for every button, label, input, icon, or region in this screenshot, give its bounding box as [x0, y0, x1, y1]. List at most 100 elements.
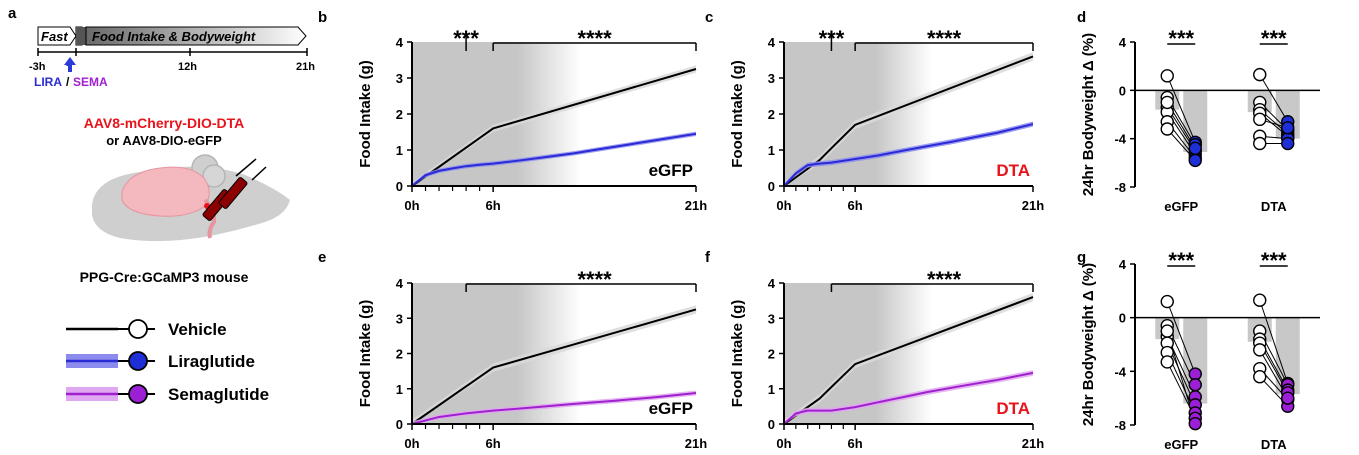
y-tick-label: 3 — [768, 311, 775, 326]
y-tick-label: 2 — [396, 347, 403, 362]
category-label: DTA — [1261, 437, 1287, 452]
virus-egfp-label: or AAV8-DIO-eGFP — [106, 133, 222, 148]
timeline-tick-end: 21h — [296, 61, 315, 73]
lira-label: LIRA — [34, 75, 62, 89]
legend: Vehicle Liraglutide Semaglutide — [66, 319, 269, 404]
y-tick-label: 2 — [768, 107, 775, 122]
point-vehicle — [1253, 112, 1267, 127]
y-axis-label: Food Intake (g) — [729, 300, 746, 408]
syringe-icon — [202, 158, 267, 221]
fast-label: Fast — [41, 29, 68, 44]
y-tick-label: -4 — [1114, 364, 1126, 379]
point-drug — [1281, 136, 1295, 151]
group-label: eGFP — [649, 399, 693, 418]
y-tick-label: 3 — [768, 71, 775, 86]
bodyweight-chart-d: *** eGFP *** DTA 4 0 -4 -8 24hr Bodyweight Δ (%) — [1080, 26, 1320, 214]
intake-label: Food Intake & Bodyweight — [92, 29, 256, 44]
x-tick-label: 0h — [776, 436, 791, 451]
x-tick-label: 6h — [848, 198, 863, 213]
sig-stars: *** — [1261, 26, 1287, 51]
y-tick-label: 4 — [768, 276, 776, 291]
intake-box-dark — [76, 27, 86, 45]
timeline-tick-start: -3h — [29, 61, 46, 73]
series-line-liraglutide — [783, 123, 1034, 187]
pair-line — [1259, 300, 1289, 384]
point-drug — [1188, 416, 1202, 431]
point-vehicle — [1160, 294, 1174, 309]
group-label: DTA — [996, 399, 1030, 418]
category-label: eGFP — [1164, 199, 1198, 214]
category-label: DTA — [1261, 199, 1287, 214]
y-axis-label: Food Intake (g) — [357, 300, 374, 408]
y-tick-label: 2 — [396, 107, 403, 122]
food-chart-f: 0 1 2 3 4 0h 6h 21h Food Intake (g) DTA **** — [729, 267, 1044, 451]
legend-label-semaglutide: Semaglutide — [168, 385, 269, 404]
series-line-vehicle — [783, 55, 1034, 187]
point-vehicle — [1160, 69, 1174, 83]
sig-stars: **** — [927, 267, 962, 292]
series-line-vehicle — [411, 308, 697, 425]
y-axis-label: 24hr Bodyweight Δ (%) — [1080, 33, 1097, 196]
slash-label: / — [66, 75, 70, 89]
y-tick-label: 1 — [396, 382, 403, 397]
point-drug — [1188, 378, 1202, 392]
sig-stars: **** — [577, 26, 612, 51]
y-tick-label: 4 — [1119, 35, 1127, 50]
y-tick-label: 0 — [1119, 311, 1126, 326]
pair-line — [1166, 301, 1196, 375]
point-vehicle — [1253, 370, 1267, 384]
x-tick-label: 21h — [685, 198, 707, 213]
y-tick-label: 4 — [768, 35, 776, 50]
y-tick-label: 0 — [396, 417, 403, 432]
x-tick-label: 21h — [1022, 436, 1044, 451]
injection-arrow-icon — [64, 57, 76, 72]
category-label: eGFP — [1164, 437, 1198, 452]
point-vehicle — [1253, 136, 1267, 151]
y-axis-label: 24hr Bodyweight Δ (%) — [1080, 263, 1097, 426]
point-vehicle — [1253, 343, 1267, 357]
series-line-semaglutide — [783, 371, 1034, 425]
legend-label-vehicle: Vehicle — [168, 320, 227, 339]
y-tick-label: 3 — [396, 311, 403, 326]
mouse-illustration — [92, 154, 290, 242]
point-vehicle — [1253, 293, 1267, 307]
timeline: Fast Food Intake & Bodyweight -3h 12h 21… — [29, 26, 315, 89]
series-line-semaglutide — [411, 391, 697, 425]
pair-line — [1166, 75, 1196, 143]
y-tick-label: 3 — [396, 71, 403, 86]
intake-box — [85, 26, 307, 46]
legend-item-liraglutide: Liraglutide — [66, 351, 255, 371]
y-tick-label: 1 — [396, 143, 403, 158]
virus-dta-label: AAV8-mCherry-DIO-DTA — [84, 115, 245, 131]
y-tick-label: -8 — [1114, 180, 1126, 195]
legend-label-liraglutide: Liraglutide — [168, 352, 255, 371]
panel-label-a: a — [8, 5, 17, 22]
sig-stars: **** — [927, 26, 962, 51]
dark-period-shade — [784, 42, 933, 186]
series-line-vehicle — [411, 68, 697, 187]
point-drug — [1281, 391, 1295, 405]
point-vehicle — [1160, 95, 1174, 110]
y-tick-label: 0 — [768, 417, 775, 432]
y-tick-label: -8 — [1114, 418, 1126, 433]
series-line-liraglutide — [411, 132, 697, 187]
panel-label-d: d — [1077, 9, 1086, 26]
mouse-label: PPG-Cre:GCaMP3 mouse — [80, 269, 249, 285]
point-vehicle — [1253, 67, 1267, 82]
panel-label-e: e — [318, 249, 326, 266]
y-tick-label: 2 — [768, 347, 775, 362]
sig-stars: *** — [1261, 248, 1287, 273]
sema-label: SEMA — [73, 75, 108, 89]
x-tick-label: 6h — [486, 198, 501, 213]
food-chart-e: 0 1 2 3 4 0h 6h 21h Food Intake (g) eGFP **** — [357, 267, 707, 451]
x-tick-label: 0h — [776, 198, 791, 213]
y-tick-label: 4 — [396, 35, 404, 50]
y-tick-label: 1 — [768, 143, 775, 158]
point-vehicle — [1160, 324, 1174, 338]
panel-label-b: b — [318, 9, 327, 26]
timeline-tick-mid: 12h — [178, 61, 197, 73]
bodyweight-chart-g: *** eGFP *** DTA 4 0 -4 -8 24hr Bodyweight Δ (%) — [1080, 248, 1320, 452]
point-vehicle — [1160, 122, 1174, 136]
sig-stars: *** — [1168, 248, 1194, 273]
